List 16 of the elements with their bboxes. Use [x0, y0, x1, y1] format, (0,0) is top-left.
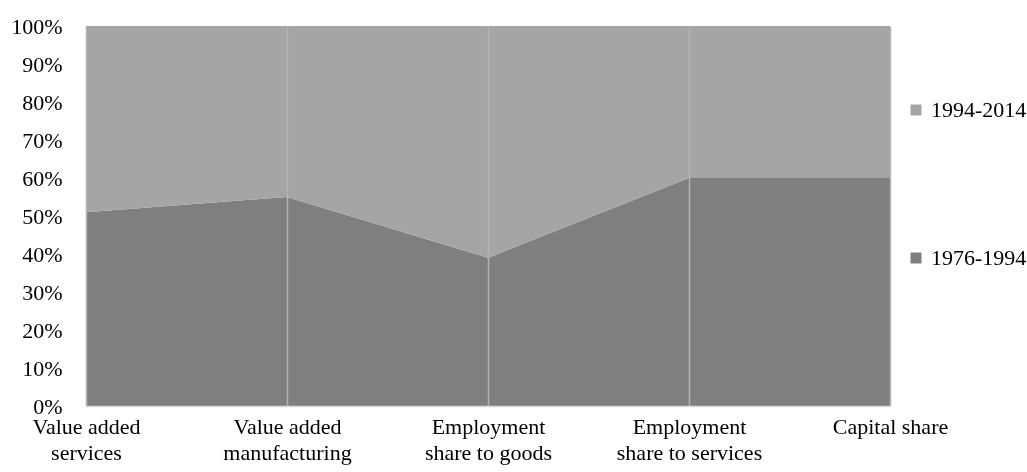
x-tick-label: Employment share to goods [424, 413, 553, 465]
y-tick-label: 100% [11, 13, 63, 39]
legend-label: 1976-1994 [931, 245, 1027, 270]
y-tick-label: 20% [22, 317, 63, 343]
y-tick-label: 80% [22, 89, 63, 115]
y-tick-label: 90% [22, 51, 63, 77]
x-tick-label: Capital share [832, 413, 949, 439]
y-tick-label: 40% [22, 241, 63, 267]
y-tick-label: 10% [22, 355, 63, 381]
y-tick-label: 50% [22, 203, 63, 229]
x-tick-label: Value added manufacturing [223, 413, 352, 465]
y-tick-label: 60% [22, 165, 63, 191]
y-tick-label: 70% [22, 127, 63, 153]
legend-label: 1994-2014 [931, 97, 1027, 122]
y-tick-label: 30% [22, 279, 63, 305]
x-tick-label: Employment share to services [616, 413, 763, 465]
